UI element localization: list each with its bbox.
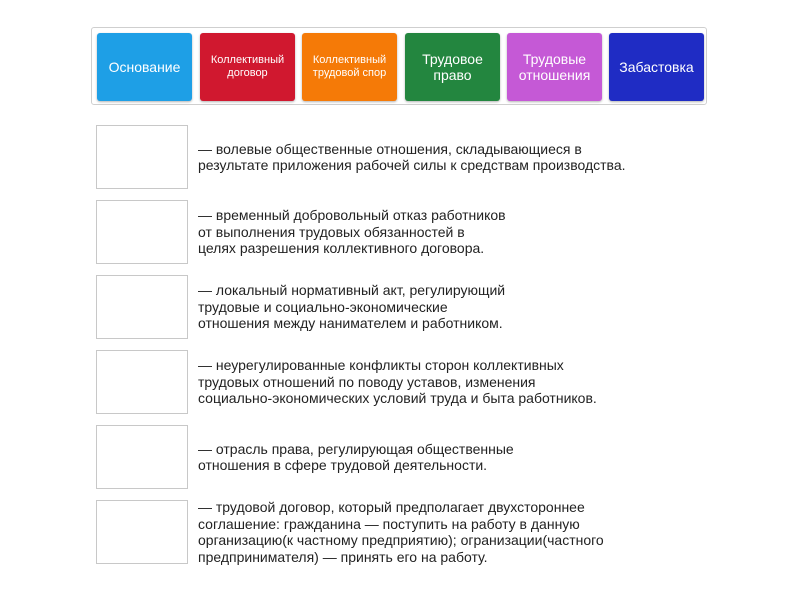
- match-row: — трудовой договор, который предполагает…: [96, 499, 716, 565]
- definition-text: — неурегулированные конфликты сторон кол…: [198, 357, 597, 407]
- drop-slot[interactable]: [96, 425, 188, 489]
- answer-tile[interactable]: Основание: [97, 33, 192, 101]
- definition-text: — локальный нормативный акт, регулирующи…: [198, 282, 506, 332]
- drop-slot[interactable]: [96, 275, 188, 339]
- answer-tile[interactable]: Забастовка: [609, 33, 704, 101]
- match-row: — временный добровольный отказ работнико…: [96, 200, 716, 265]
- answer-bank: [91, 27, 707, 105]
- definition-text: — волевые общественные отношения, склады…: [198, 140, 626, 174]
- answer-tile[interactable]: Трудовое право: [405, 33, 500, 101]
- definition-text: — отрасль права, регулирующая общественн…: [198, 440, 514, 474]
- answer-tile[interactable]: Коллективный трудовой спор: [302, 33, 397, 101]
- match-row: — отрасль права, регулирующая общественн…: [96, 425, 716, 490]
- match-row: — неурегулированные конфликты сторон кол…: [96, 350, 716, 415]
- answer-tile[interactable]: Коллективный договор: [200, 33, 295, 101]
- drop-slot[interactable]: [96, 350, 188, 414]
- drop-slot[interactable]: [96, 125, 188, 189]
- definition-text: — трудовой договор, который предполагает…: [198, 499, 604, 565]
- drop-slot[interactable]: [96, 500, 188, 564]
- match-row: — локальный нормативный акт, регулирующи…: [96, 275, 716, 340]
- drop-slot[interactable]: [96, 200, 188, 264]
- definition-text: — временный добровольный отказ работнико…: [198, 207, 506, 257]
- answer-tile[interactable]: Трудовые отношения: [507, 33, 602, 101]
- match-row: — волевые общественные отношения, склады…: [96, 125, 716, 190]
